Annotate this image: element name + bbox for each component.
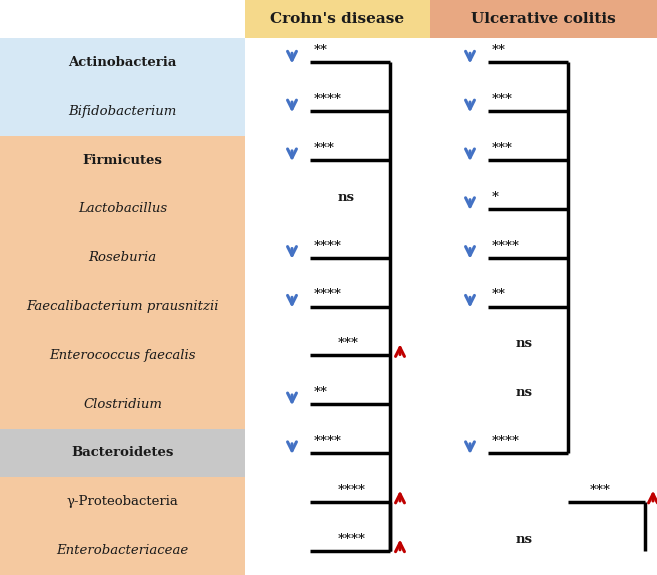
Text: Enterococcus faecalis: Enterococcus faecalis bbox=[49, 349, 196, 362]
Bar bbox=[245, 0, 430, 38]
Text: ***: *** bbox=[338, 338, 359, 350]
Text: ****: **** bbox=[492, 240, 520, 252]
Text: ***: *** bbox=[590, 484, 611, 497]
Text: ****: **** bbox=[314, 435, 342, 448]
Text: ****: **** bbox=[338, 532, 366, 546]
Text: *: * bbox=[492, 191, 499, 204]
Text: Crohn's disease: Crohn's disease bbox=[271, 12, 405, 26]
Bar bbox=[0, 233, 245, 282]
Text: Ulcerative colitis: Ulcerative colitis bbox=[471, 12, 616, 26]
Text: **: ** bbox=[314, 386, 328, 399]
Bar bbox=[245, 38, 657, 575]
Text: Actinobacteria: Actinobacteria bbox=[68, 56, 177, 69]
Bar bbox=[0, 428, 245, 477]
Text: ****: **** bbox=[314, 240, 342, 252]
Bar bbox=[430, 0, 657, 38]
Text: **: ** bbox=[492, 44, 506, 58]
Text: ns: ns bbox=[338, 191, 355, 204]
Text: ****: **** bbox=[492, 435, 520, 448]
Bar bbox=[0, 282, 245, 331]
Text: ****: **** bbox=[314, 93, 342, 106]
Text: Clostridium: Clostridium bbox=[83, 398, 162, 411]
Text: ****: **** bbox=[338, 484, 366, 497]
Text: ***: *** bbox=[314, 142, 335, 155]
Bar bbox=[0, 38, 245, 87]
Text: Firmicutes: Firmicutes bbox=[83, 154, 162, 167]
Text: Bifidobacterium: Bifidobacterium bbox=[68, 105, 177, 118]
Text: Faecalibacterium prausnitzii: Faecalibacterium prausnitzii bbox=[26, 300, 219, 313]
Text: ns: ns bbox=[516, 386, 533, 399]
Text: Roseburia: Roseburia bbox=[89, 251, 156, 264]
Text: γ-Proteobacteria: γ-Proteobacteria bbox=[66, 495, 179, 508]
Bar bbox=[0, 526, 245, 575]
Bar bbox=[0, 87, 245, 136]
Bar bbox=[0, 380, 245, 428]
Bar bbox=[0, 331, 245, 380]
Text: ns: ns bbox=[516, 338, 533, 350]
Text: **: ** bbox=[314, 44, 328, 58]
Text: Lactobacillus: Lactobacillus bbox=[78, 202, 167, 216]
Text: **: ** bbox=[492, 289, 506, 301]
Text: ***: *** bbox=[492, 93, 513, 106]
Text: ***: *** bbox=[492, 142, 513, 155]
Bar bbox=[0, 185, 245, 233]
Bar bbox=[0, 477, 245, 526]
Text: ns: ns bbox=[516, 532, 533, 546]
Text: ****: **** bbox=[314, 289, 342, 301]
Text: Enterobacteriaceae: Enterobacteriaceae bbox=[57, 544, 189, 557]
Text: Bacteroidetes: Bacteroidetes bbox=[72, 446, 173, 459]
Bar bbox=[0, 136, 245, 185]
